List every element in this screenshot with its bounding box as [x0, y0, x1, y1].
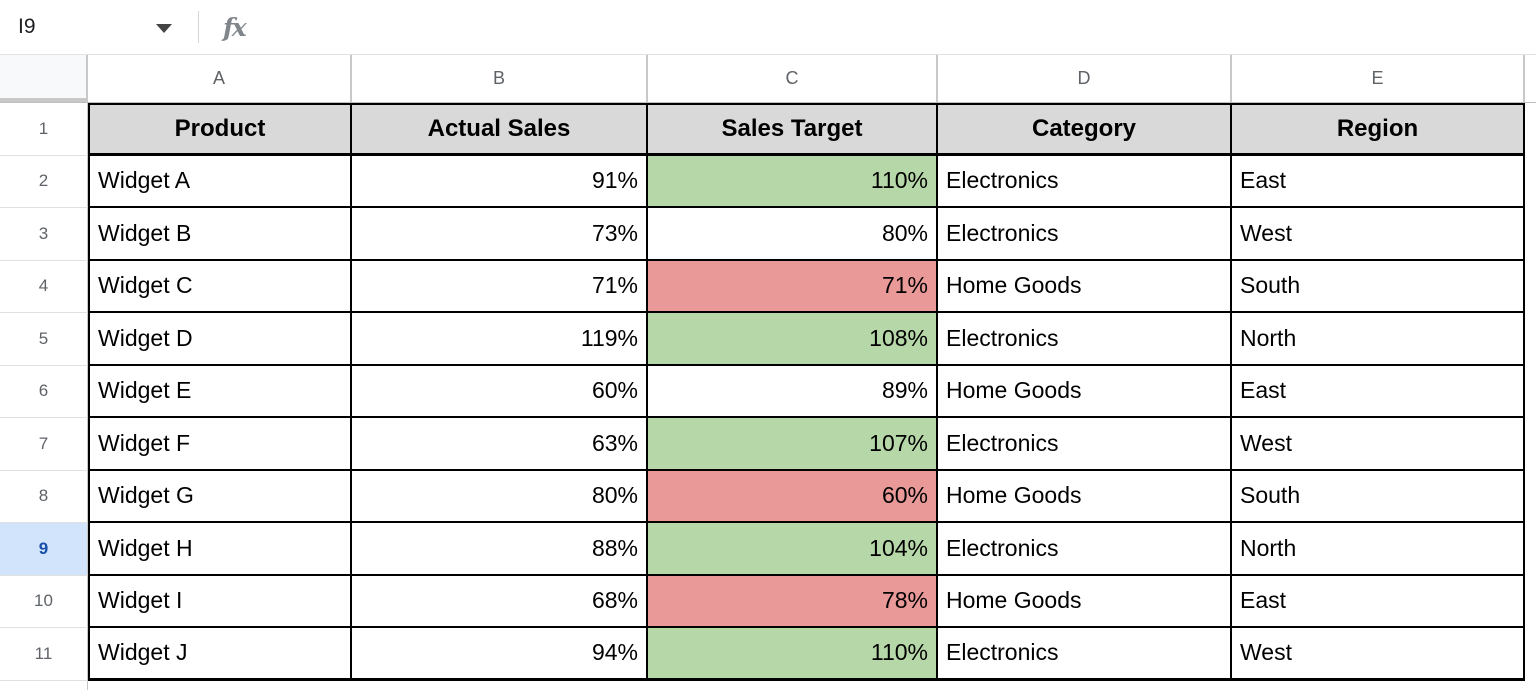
cell-d1[interactable]: Category — [938, 103, 1232, 156]
cell-d8[interactable]: Home Goods — [938, 470, 1232, 523]
row-header-4[interactable]: 4 — [0, 260, 88, 313]
row-header-7[interactable]: 7 — [0, 418, 88, 471]
table-row: 1 Product Actual Sales Sales Target Cate… — [0, 103, 1536, 156]
cell-e7[interactable]: West — [1232, 418, 1525, 471]
spreadsheet-grid: A B C D E 1 Product Actual Sales Sales T… — [0, 55, 1536, 690]
cell-d10[interactable]: Home Goods — [938, 575, 1232, 628]
table-row: 8 Widget G 80% 60% Home Goods South — [0, 470, 1536, 523]
row-header-2[interactable]: 2 — [0, 155, 88, 208]
cell-e8[interactable]: South — [1232, 470, 1525, 523]
table-row: 11 Widget J 94% 110% Electronics West — [0, 628, 1536, 681]
row-header-5[interactable]: 5 — [0, 313, 88, 366]
cell-a4[interactable]: Widget C — [88, 260, 352, 313]
cell-b1[interactable]: Actual Sales — [352, 103, 648, 156]
cell-e5[interactable]: North — [1232, 313, 1525, 366]
cell-c3[interactable]: 80% — [648, 208, 938, 261]
row-header-3[interactable]: 3 — [0, 208, 88, 261]
cell-a3[interactable]: Widget B — [88, 208, 352, 261]
cell-d2[interactable]: Electronics — [938, 155, 1232, 208]
row-header-8[interactable]: 8 — [0, 470, 88, 523]
column-header-b[interactable]: B — [352, 55, 648, 102]
cell-d9[interactable]: Electronics — [938, 523, 1232, 576]
cell-c9[interactable]: 104% — [648, 523, 938, 576]
table-row: 9 Widget H 88% 104% Electronics North — [0, 523, 1536, 576]
divider — [198, 11, 199, 43]
column-header-a[interactable]: A — [88, 55, 352, 102]
cell-a9[interactable]: Widget H — [88, 523, 352, 576]
table-row: 5 Widget D 119% 108% Electronics North — [0, 313, 1536, 366]
cell-b3[interactable]: 73% — [352, 208, 648, 261]
cell-d6[interactable]: Home Goods — [938, 365, 1232, 418]
cell-d4[interactable]: Home Goods — [938, 260, 1232, 313]
column-header-e[interactable]: E — [1232, 55, 1525, 102]
table-row: 10 Widget I 68% 78% Home Goods East — [0, 575, 1536, 628]
row-header-9[interactable]: 9 — [0, 523, 88, 576]
cell-e1[interactable]: Region — [1232, 103, 1525, 156]
cell-b2[interactable]: 91% — [352, 155, 648, 208]
cell-b4[interactable]: 71% — [352, 260, 648, 313]
cell-a7[interactable]: Widget F — [88, 418, 352, 471]
cell-c2[interactable]: 110% — [648, 155, 938, 208]
row-header-6[interactable]: 6 — [0, 365, 88, 418]
chevron-down-icon[interactable] — [156, 23, 172, 33]
cell-e10[interactable]: East — [1232, 575, 1525, 628]
cell-a1[interactable]: Product — [88, 103, 352, 156]
cell-b6[interactable]: 60% — [352, 365, 648, 418]
name-box-value: I9 — [18, 15, 36, 38]
name-box[interactable]: I9 — [0, 0, 172, 54]
row-header-10[interactable]: 10 — [0, 575, 88, 628]
cell-d11[interactable]: Electronics — [938, 628, 1232, 681]
partial-row-12 — [0, 680, 1536, 690]
cell-e4[interactable]: South — [1232, 260, 1525, 313]
cell-b11[interactable]: 94% — [352, 628, 648, 681]
cell-b10[interactable]: 68% — [352, 575, 648, 628]
formula-bar-row: I9 fx — [0, 0, 1536, 55]
cell-b9[interactable]: 88% — [352, 523, 648, 576]
cell-a11[interactable]: Widget J — [88, 628, 352, 681]
cell-a10[interactable]: Widget I — [88, 575, 352, 628]
cell-c11[interactable]: 110% — [648, 628, 938, 681]
cell-d7[interactable]: Electronics — [938, 418, 1232, 471]
column-header-c[interactable]: C — [648, 55, 938, 102]
cell-b5[interactable]: 119% — [352, 313, 648, 366]
cell-c8[interactable]: 60% — [648, 470, 938, 523]
function-fx-icon: fx — [223, 12, 247, 42]
formula-input[interactable] — [245, 0, 1536, 54]
cell-c10[interactable]: 78% — [648, 575, 938, 628]
table-row: 2 Widget A 91% 110% Electronics East — [0, 155, 1536, 208]
cell-e3[interactable]: West — [1232, 208, 1525, 261]
table-row: 3 Widget B 73% 80% Electronics West — [0, 208, 1536, 261]
cell-a5[interactable]: Widget D — [88, 313, 352, 366]
cell-e2[interactable]: East — [1232, 155, 1525, 208]
cell-a8[interactable]: Widget G — [88, 470, 352, 523]
cell-d3[interactable]: Electronics — [938, 208, 1232, 261]
table-row: 6 Widget E 60% 89% Home Goods East — [0, 365, 1536, 418]
table-row: 4 Widget C 71% 71% Home Goods South — [0, 260, 1536, 313]
row-header-1[interactable]: 1 — [0, 103, 88, 156]
cell-e9[interactable]: North — [1232, 523, 1525, 576]
table-row: 7 Widget F 63% 107% Electronics West — [0, 418, 1536, 471]
cell-d5[interactable]: Electronics — [938, 313, 1232, 366]
cell-a2[interactable]: Widget A — [88, 155, 352, 208]
cell-e11[interactable]: West — [1232, 628, 1525, 681]
column-header-d[interactable]: D — [938, 55, 1232, 102]
cell-c7[interactable]: 107% — [648, 418, 938, 471]
cell-e6[interactable]: East — [1232, 365, 1525, 418]
row-header-12-partial[interactable] — [0, 680, 88, 690]
cell-b8[interactable]: 80% — [352, 470, 648, 523]
cell-c6[interactable]: 89% — [648, 365, 938, 418]
column-header-row: A B C D E — [0, 55, 1536, 103]
cell-a6[interactable]: Widget E — [88, 365, 352, 418]
cell-b7[interactable]: 63% — [352, 418, 648, 471]
select-all-corner[interactable] — [0, 55, 88, 102]
cell-c5[interactable]: 108% — [648, 313, 938, 366]
cell-c1[interactable]: Sales Target — [648, 103, 938, 156]
cell-c4[interactable]: 71% — [648, 260, 938, 313]
row-header-11[interactable]: 11 — [0, 628, 88, 681]
column-header-filler — [1525, 55, 1536, 102]
